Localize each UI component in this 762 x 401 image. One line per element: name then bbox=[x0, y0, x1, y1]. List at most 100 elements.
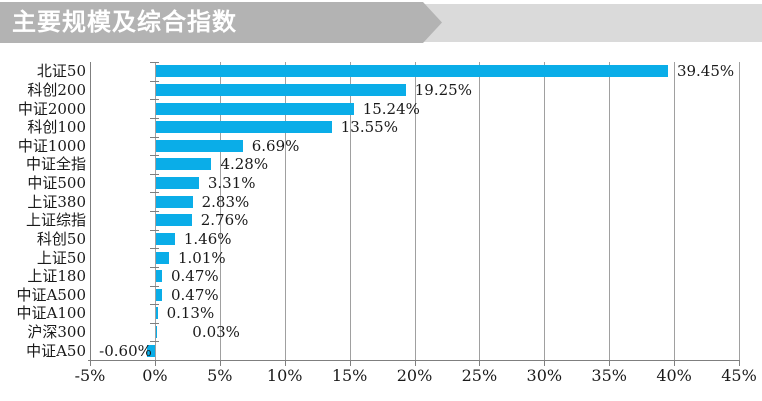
x-axis-tick bbox=[414, 360, 416, 366]
value-label: 0.47% bbox=[171, 286, 219, 304]
x-axis-tick-label: 45% bbox=[721, 366, 757, 385]
value-label: 0.03% bbox=[192, 323, 240, 341]
category-axis-tick bbox=[149, 230, 159, 231]
bar bbox=[155, 158, 212, 170]
category-label: 上证50 bbox=[36, 249, 86, 267]
category-label: 中证全指 bbox=[25, 155, 86, 173]
category-axis-tick bbox=[149, 137, 159, 138]
value-label: 1.01% bbox=[178, 249, 226, 267]
category-axis-tick bbox=[149, 62, 159, 63]
value-label: 2.76% bbox=[200, 211, 249, 229]
category-axis-tick bbox=[149, 211, 159, 212]
category-axis-tick bbox=[149, 155, 159, 156]
value-label: 19.25% bbox=[414, 81, 472, 99]
vertical-gridline bbox=[219, 62, 221, 360]
category-label: 沪深300 bbox=[27, 323, 86, 341]
value-label: 0.47% bbox=[171, 267, 219, 285]
category-axis-tick bbox=[149, 192, 159, 193]
value-label: -0.60% bbox=[99, 342, 152, 360]
category-axis-tick bbox=[149, 248, 159, 249]
banner-arrow-shape bbox=[0, 2, 442, 43]
value-label: 2.83% bbox=[201, 193, 250, 211]
category-label: 北证50 bbox=[36, 62, 86, 80]
vertical-gridline bbox=[479, 62, 481, 360]
category-label: 科创200 bbox=[27, 81, 86, 99]
x-axis-tick-label: 35% bbox=[591, 366, 627, 385]
x-axis-tick bbox=[479, 360, 481, 366]
bar bbox=[155, 214, 192, 226]
bar bbox=[155, 65, 668, 77]
vertical-gridline bbox=[349, 62, 351, 360]
vertical-gridline bbox=[90, 62, 91, 360]
value-label: 13.55% bbox=[340, 118, 398, 136]
category-axis-tick bbox=[149, 81, 159, 82]
vertical-gridline bbox=[544, 62, 546, 360]
bar bbox=[147, 345, 155, 357]
category-axis-tick bbox=[149, 267, 159, 268]
x-axis-tick-label: 15% bbox=[331, 366, 368, 385]
vertical-gridline bbox=[674, 62, 676, 360]
category-label: 科创100 bbox=[27, 118, 86, 136]
bar bbox=[155, 177, 199, 189]
x-axis-tick bbox=[674, 360, 676, 366]
x-axis-tick bbox=[544, 360, 546, 366]
x-axis-tick-label: 25% bbox=[461, 366, 498, 385]
value-label: 39.45% bbox=[676, 62, 735, 80]
bar bbox=[155, 140, 243, 152]
category-label: 中证500 bbox=[27, 174, 86, 192]
category-axis-tick bbox=[149, 99, 159, 100]
x-axis-tick-label: -5% bbox=[74, 366, 106, 385]
x-axis-tick bbox=[739, 360, 740, 366]
chart-title: 主要规模及综合指数 bbox=[12, 9, 237, 36]
category-label: 上证380 bbox=[27, 193, 86, 211]
bar bbox=[155, 289, 162, 301]
x-axis-line bbox=[88, 360, 740, 361]
bar bbox=[155, 121, 332, 133]
value-label: 0.13% bbox=[166, 304, 215, 322]
category-label: 中证1000 bbox=[17, 137, 86, 155]
category-axis-tick bbox=[149, 174, 159, 175]
value-label: 1.46% bbox=[183, 230, 232, 248]
bar bbox=[155, 196, 193, 208]
category-label: 上证综指 bbox=[25, 211, 86, 229]
x-axis-tick bbox=[609, 360, 611, 366]
x-axis-tick bbox=[219, 360, 221, 366]
bar bbox=[155, 252, 169, 264]
x-axis-tick-label: 5% bbox=[207, 366, 233, 385]
value-label: 6.69% bbox=[251, 137, 300, 155]
category-axis-tick bbox=[149, 323, 159, 324]
category-axis-tick bbox=[149, 360, 159, 361]
x-axis-tick bbox=[284, 360, 286, 366]
category-axis-tick bbox=[149, 118, 159, 119]
bar bbox=[155, 233, 175, 245]
category-label: 中证A50 bbox=[26, 342, 86, 360]
category-label: 科创50 bbox=[36, 230, 86, 248]
bar bbox=[155, 84, 406, 96]
x-axis-tick bbox=[349, 360, 351, 366]
value-label: 15.24% bbox=[362, 100, 420, 118]
x-axis-tick-label: 0% bbox=[142, 366, 168, 385]
category-label: 中证A500 bbox=[16, 286, 86, 304]
x-axis-tick bbox=[154, 360, 156, 366]
x-axis-tick-label: 20% bbox=[396, 366, 433, 385]
x-axis-tick-label: 10% bbox=[266, 366, 303, 385]
vertical-gridline bbox=[284, 62, 286, 360]
category-label: 中证A100 bbox=[16, 304, 86, 322]
bar bbox=[155, 103, 354, 115]
category-label: 中证2000 bbox=[17, 100, 86, 118]
vertical-gridline bbox=[739, 62, 740, 360]
value-label: 4.28% bbox=[220, 155, 269, 173]
value-label: 3.31% bbox=[207, 174, 256, 192]
category-axis-tick bbox=[149, 286, 159, 287]
x-axis-tick-label: 40% bbox=[656, 366, 692, 385]
bar bbox=[155, 270, 162, 282]
category-label: 上证180 bbox=[27, 267, 86, 285]
x-axis-tick-label: 30% bbox=[526, 366, 563, 385]
x-axis-tick bbox=[90, 360, 91, 366]
vertical-gridline bbox=[414, 62, 416, 360]
bar bbox=[155, 307, 158, 319]
category-axis-tick bbox=[149, 341, 159, 342]
category-axis-tick bbox=[149, 304, 159, 305]
